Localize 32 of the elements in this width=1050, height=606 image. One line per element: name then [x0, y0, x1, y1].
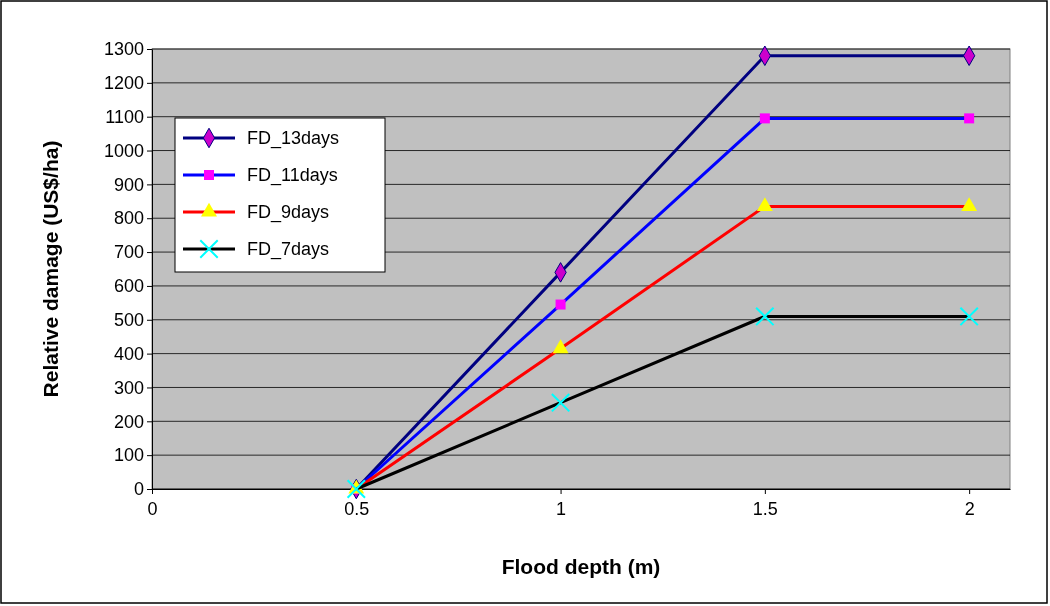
point	[552, 339, 569, 354]
y-tick-label: 200	[113, 411, 144, 432]
y-tick-label: 700	[113, 242, 144, 263]
legend-label: FD_11days	[247, 165, 338, 186]
x-axis-title: Flood depth (m)	[501, 555, 661, 578]
y-tick-label: 900	[113, 174, 144, 195]
y-tick-label: 400	[113, 343, 144, 364]
point	[964, 113, 975, 124]
y-tick-label: 300	[113, 377, 144, 398]
y-axis-title: Relative damage (US$/ha)	[39, 140, 62, 398]
y-tick-label: 600	[113, 276, 144, 297]
y-tick-label: 800	[113, 208, 144, 229]
y-tick-label: 1200	[103, 73, 144, 94]
y-tick-label: 500	[113, 310, 144, 331]
x-tick-label: 1.5	[752, 499, 778, 519]
legend-label: FD_7days	[247, 239, 330, 260]
y-tick-label: 100	[113, 445, 144, 466]
point	[555, 299, 566, 310]
x-tick-label: 0	[147, 499, 158, 519]
x-tick-label: 1	[556, 499, 567, 519]
x-tick-label: 0.5	[344, 499, 370, 519]
point	[959, 306, 979, 327]
x-tick-label: 2	[964, 499, 975, 519]
y-tick-label: 1100	[105, 106, 144, 127]
y-tick-label: 1300	[103, 39, 144, 60]
legend-label: FD_13days	[247, 128, 340, 149]
point	[550, 392, 571, 413]
y-tick-label: 0	[133, 479, 144, 500]
point	[759, 113, 770, 124]
legend-label: FD_9days	[247, 202, 330, 223]
y-tick-label: 1000	[103, 140, 144, 161]
point	[755, 306, 775, 327]
